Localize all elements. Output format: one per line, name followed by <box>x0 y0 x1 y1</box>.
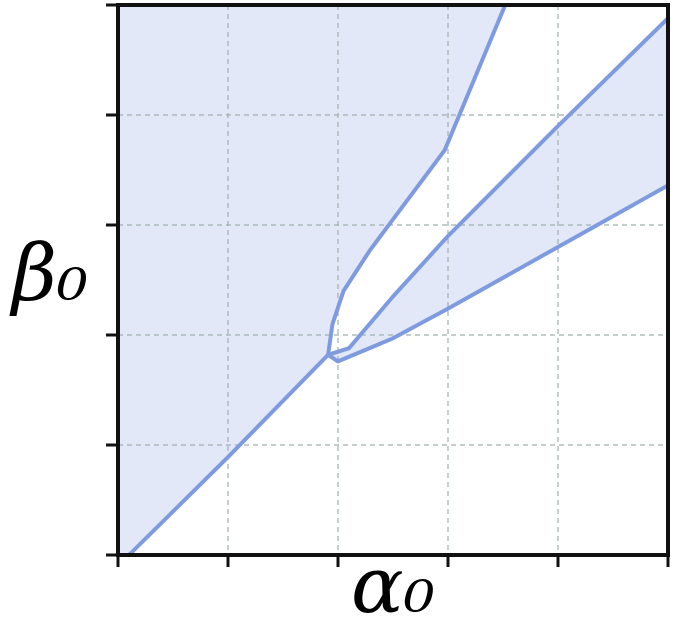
y-axis-label: β₀ <box>9 229 88 319</box>
curve <box>127 3 508 557</box>
curve <box>326 16 670 357</box>
plot-frame <box>116 3 670 557</box>
shaded-region <box>118 5 506 555</box>
curve <box>326 183 670 364</box>
